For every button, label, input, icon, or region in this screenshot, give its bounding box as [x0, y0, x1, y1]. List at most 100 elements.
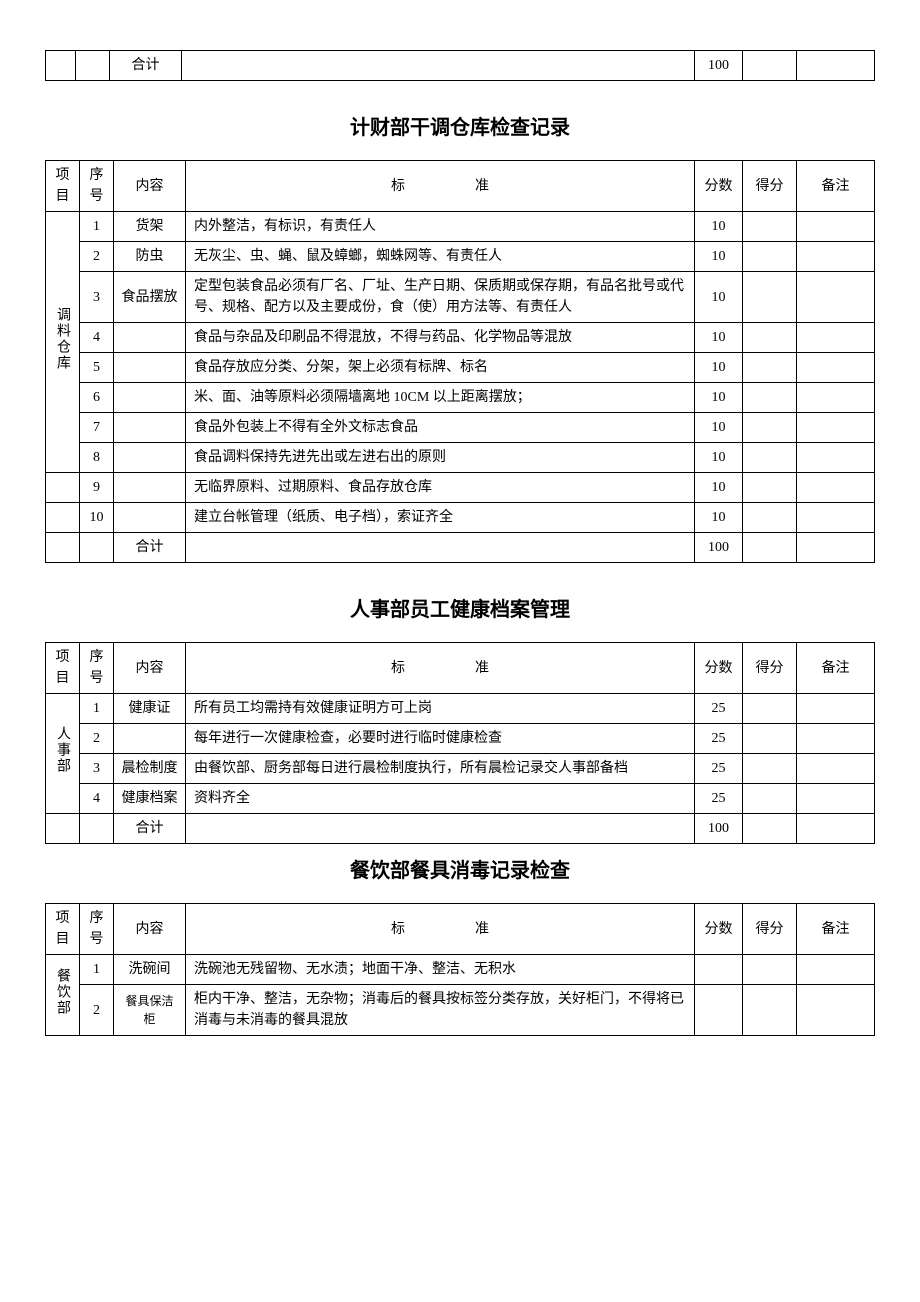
cell-content: [114, 353, 186, 383]
cell-content: [114, 323, 186, 353]
cell-project: [46, 814, 80, 844]
cell-remark: [797, 51, 875, 81]
cell-got: [743, 503, 797, 533]
cell-seq: 5: [80, 353, 114, 383]
cell-got: [743, 533, 797, 563]
cell-seq: 1: [80, 212, 114, 242]
cell-content: 食品摆放: [114, 272, 186, 323]
header-score: 分数: [695, 161, 743, 212]
header-row: 项目 序号 内容 标 准 分数 得分 备注: [46, 161, 875, 212]
cell-standard: 定型包装食品必须有厂名、厂址、生产日期、保质期或保存期，有品名批号或代号、规格、…: [186, 272, 695, 323]
project-label-vertical: 调料仓库: [46, 212, 80, 473]
table-row: 9 无临界原料、过期原料、食品存放仓库 10: [46, 473, 875, 503]
cell-remark: [797, 242, 875, 272]
cell-remark: [797, 443, 875, 473]
cell-remark: [797, 784, 875, 814]
header-content: 内容: [114, 904, 186, 955]
cell-score: 25: [695, 724, 743, 754]
header-remark: 备注: [797, 643, 875, 694]
cell-project: [46, 503, 80, 533]
cell-seq: 9: [80, 473, 114, 503]
cell-got: [743, 272, 797, 323]
cell-standard: 食品存放应分类、分架，架上必须有标牌、标名: [186, 353, 695, 383]
cell-score: 10: [695, 443, 743, 473]
cell-heji: 合计: [114, 533, 186, 563]
table-row: 2 防虫 无灰尘、虫、蝇、鼠及蟑螂，蜘蛛网等、有责任人 10: [46, 242, 875, 272]
cell-score: 25: [695, 694, 743, 724]
cell-remark: [797, 955, 875, 985]
cell-standard: [186, 814, 695, 844]
cell-got: [743, 724, 797, 754]
cell-content: 货架: [114, 212, 186, 242]
cell-seq: 7: [80, 413, 114, 443]
header-score: 分数: [695, 643, 743, 694]
cell-got: [743, 51, 797, 81]
cell-got: [743, 383, 797, 413]
cell-remark: [797, 383, 875, 413]
table-row: 6 米、面、油等原料必须隔墙离地 10CM 以上距离摆放； 10: [46, 383, 875, 413]
cell-standard: 建立台帐管理（纸质、电子档），索证齐全: [186, 503, 695, 533]
header-remark: 备注: [797, 161, 875, 212]
header-score: 分数: [695, 904, 743, 955]
table-row: 2 每年进行一次健康检查，必要时进行临时健康检查 25: [46, 724, 875, 754]
cell-got: [743, 443, 797, 473]
header-project: 项目: [46, 643, 80, 694]
table-row: 人事部 1 健康证 所有员工均需持有效健康证明方可上岗 25: [46, 694, 875, 724]
cell-remark: [797, 985, 875, 1036]
table-row: 10 建立台帐管理（纸质、电子档），索证齐全 10: [46, 503, 875, 533]
cell-remark: [797, 503, 875, 533]
top-fragment-table: 合计 100: [45, 50, 875, 81]
cell-score: 25: [695, 784, 743, 814]
header-seq: 序号: [80, 643, 114, 694]
cell-score: 10: [695, 242, 743, 272]
cell-seq: 2: [80, 985, 114, 1036]
cell-got: [743, 353, 797, 383]
cell-remark: [797, 814, 875, 844]
cell-seq: 4: [80, 323, 114, 353]
cell-total: 100: [695, 533, 743, 563]
cell-standard: 食品调料保持先进先出或左进右出的原则: [186, 443, 695, 473]
cell-got: [743, 323, 797, 353]
cell-content: 健康证: [114, 694, 186, 724]
cell-standard: 柜内干净、整洁，无杂物；消毒后的餐具按标签分类存放，关好柜门，不得将已消毒与未消…: [186, 985, 695, 1036]
cell-got: [743, 242, 797, 272]
header-standard: 标 准: [186, 161, 695, 212]
cell-standard: [182, 51, 695, 81]
section-title-1: 计财部干调仓库检查记录: [45, 111, 875, 140]
cell-standard: 无临界原料、过期原料、食品存放仓库: [186, 473, 695, 503]
project-label-vertical: 人事部: [46, 694, 80, 814]
table-row: 餐饮部 1 洗碗间 洗碗池无残留物、无水渍；地面干净、整洁、无积水: [46, 955, 875, 985]
cell-got: [743, 814, 797, 844]
cell-seq: [76, 51, 110, 81]
cell-got: [743, 413, 797, 443]
cell-project: [46, 473, 80, 503]
cell-seq: 4: [80, 784, 114, 814]
cell-heji: 合计: [114, 814, 186, 844]
section-title-2: 人事部员工健康档案管理: [45, 593, 875, 622]
cell-standard: 食品外包装上不得有全外文标志食品: [186, 413, 695, 443]
cell-score: 10: [695, 473, 743, 503]
cell-remark: [797, 754, 875, 784]
cell-got: [743, 212, 797, 242]
cell-content: [114, 383, 186, 413]
cell-got: [743, 985, 797, 1036]
cell-seq: 3: [80, 754, 114, 784]
cell-seq: 10: [80, 503, 114, 533]
cell-content: 晨检制度: [114, 754, 186, 784]
cell-remark: [797, 473, 875, 503]
header-standard: 标 准: [186, 643, 695, 694]
cell-total: 100: [695, 814, 743, 844]
cell-project: [46, 533, 80, 563]
cell-score: 10: [695, 383, 743, 413]
cell-content: [114, 503, 186, 533]
inspection-table-1: 项目 序号 内容 标 准 分数 得分 备注 调料仓库 1 货架 内外整洁，有标识…: [45, 160, 875, 563]
cell-remark: [797, 694, 875, 724]
cell-remark: [797, 272, 875, 323]
cell-score: 10: [695, 353, 743, 383]
cell-got: [743, 694, 797, 724]
cell-seq: [80, 533, 114, 563]
cell-seq: 2: [80, 242, 114, 272]
cell-got: [743, 955, 797, 985]
cell-got: [743, 784, 797, 814]
section-title-3: 餐饮部餐具消毒记录检查: [45, 854, 875, 883]
